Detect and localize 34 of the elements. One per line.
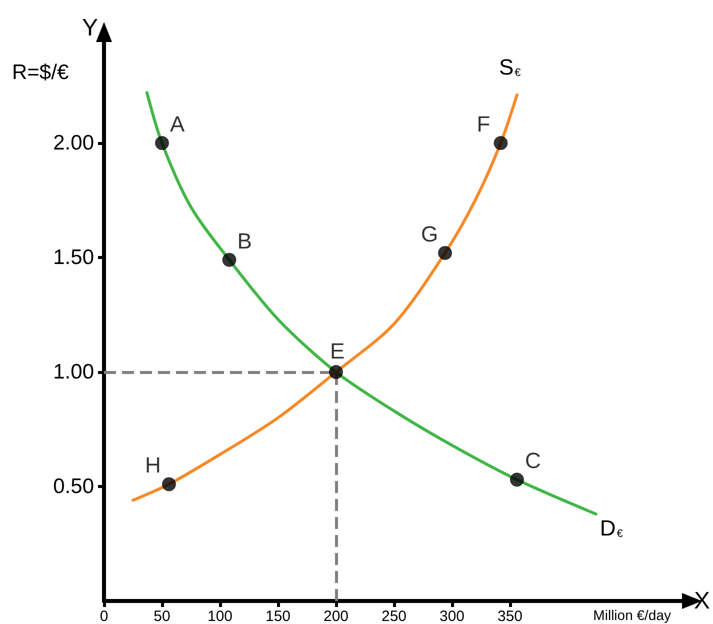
y-tick-label: 1.00	[53, 360, 94, 384]
text: R=$/€	[12, 61, 69, 84]
text: Million €/day	[593, 607, 672, 623]
annotation: G	[421, 221, 438, 246]
x-tick-label: 200	[323, 608, 349, 624]
point	[438, 246, 452, 260]
point	[510, 472, 524, 487]
annotation: H	[144, 452, 161, 478]
point	[329, 365, 343, 380]
annotation: F	[476, 112, 490, 137]
point	[162, 477, 176, 492]
y-tick-label: 2.00	[53, 132, 94, 155]
point	[494, 136, 508, 150]
x-tick-label: 250	[381, 608, 407, 624]
line-series	[132, 93, 518, 502]
x-tick-label: 350	[497, 608, 523, 624]
x-tick-label: 50	[154, 608, 170, 624]
annotation: E	[330, 338, 345, 364]
point	[222, 252, 236, 267]
x-axis-title: X	[694, 588, 710, 614]
series-label: S€	[498, 54, 521, 80]
point	[155, 136, 169, 150]
line-series	[145, 91, 598, 516]
series-label: D€	[600, 515, 623, 540]
x-tick-label: 100	[207, 608, 233, 624]
y-tick-label: 1.50	[53, 246, 94, 270]
annotation: B	[237, 228, 252, 254]
annotation: A	[170, 112, 185, 137]
x-tick-label: 150	[265, 608, 291, 624]
y-tick-label: 0.50	[53, 475, 94, 498]
x-tick-label: 0	[100, 608, 108, 624]
x-tick-label: 300	[439, 608, 465, 624]
annotation: C	[524, 448, 541, 474]
y-axis-title: Y	[82, 14, 98, 42]
